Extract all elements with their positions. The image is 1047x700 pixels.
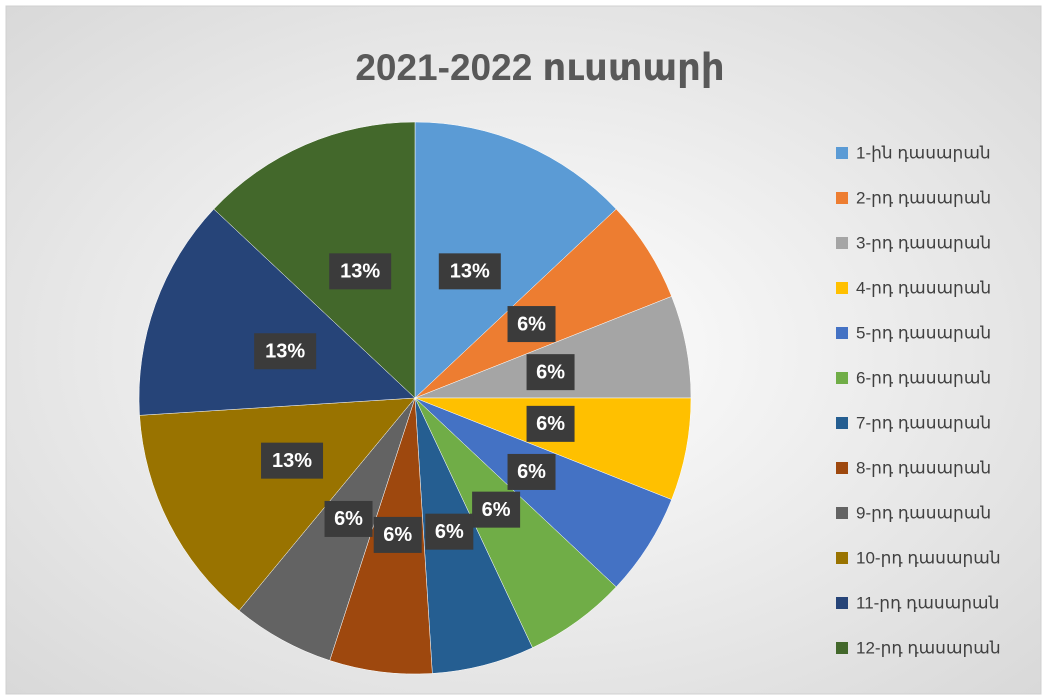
legend-swatch [836,462,848,474]
legend-label: 11-րդ դասարան [856,593,999,612]
data-label: 6% [536,413,565,435]
legend-label: 4-րդ դասարան [856,278,991,297]
legend-swatch [836,642,848,654]
data-label: 6% [517,313,546,335]
data-label-box [507,453,556,490]
legend-label: 6-րդ դասարան [856,368,991,387]
legend-swatch [836,282,848,294]
data-label-box [438,253,501,290]
data-label: 6% [517,461,546,483]
data-label-box [329,253,392,290]
legend-label: 8-րդ դասարան [856,458,991,477]
legend-swatch [836,237,848,249]
legend-label: 7-րդ դասարան [856,413,991,432]
pie-slice [414,121,617,399]
data-label: 6% [334,508,363,530]
legend-swatch [836,507,848,519]
pie-slice [213,121,416,399]
legend-label: 2-րդ դասարան [856,188,991,207]
data-label-box [507,306,556,343]
data-label-box [261,442,324,479]
data-label: 13% [272,450,312,472]
data-label-box [472,491,521,528]
pie-slice [139,397,416,612]
legend-swatch [836,327,848,339]
legend-swatch [836,552,848,564]
data-label-box [254,333,317,370]
data-label: 6% [536,361,565,383]
data-label-box [526,354,575,391]
legend-swatch [836,147,848,159]
legend-label: 5-րդ դասարան [856,323,991,342]
data-label-box [373,516,422,553]
data-label: 6% [383,524,412,546]
data-label-box [526,405,575,442]
data-label-box [324,500,373,537]
legend-label: 12-րդ դասարան [856,638,1001,657]
legend-label: 10-րդ դասարան [856,548,1001,567]
data-label: 6% [482,499,511,521]
legend-swatch [836,372,848,384]
data-label: 13% [450,261,490,283]
data-label-box [425,513,474,550]
data-label: 13% [265,341,305,363]
data-label: 13% [340,261,380,283]
legend-label: 1-ին դասարան [856,143,991,162]
chart-title: 2021-2022 ուստարի [355,47,724,88]
legend-label: 3-րդ դասարան [856,233,991,252]
legend-swatch [836,417,848,429]
data-label: 6% [435,521,464,543]
legend-label: 9-րդ դասարան [856,503,991,522]
pie-slice [138,208,416,416]
legend-swatch [836,192,848,204]
legend-swatch [836,597,848,609]
